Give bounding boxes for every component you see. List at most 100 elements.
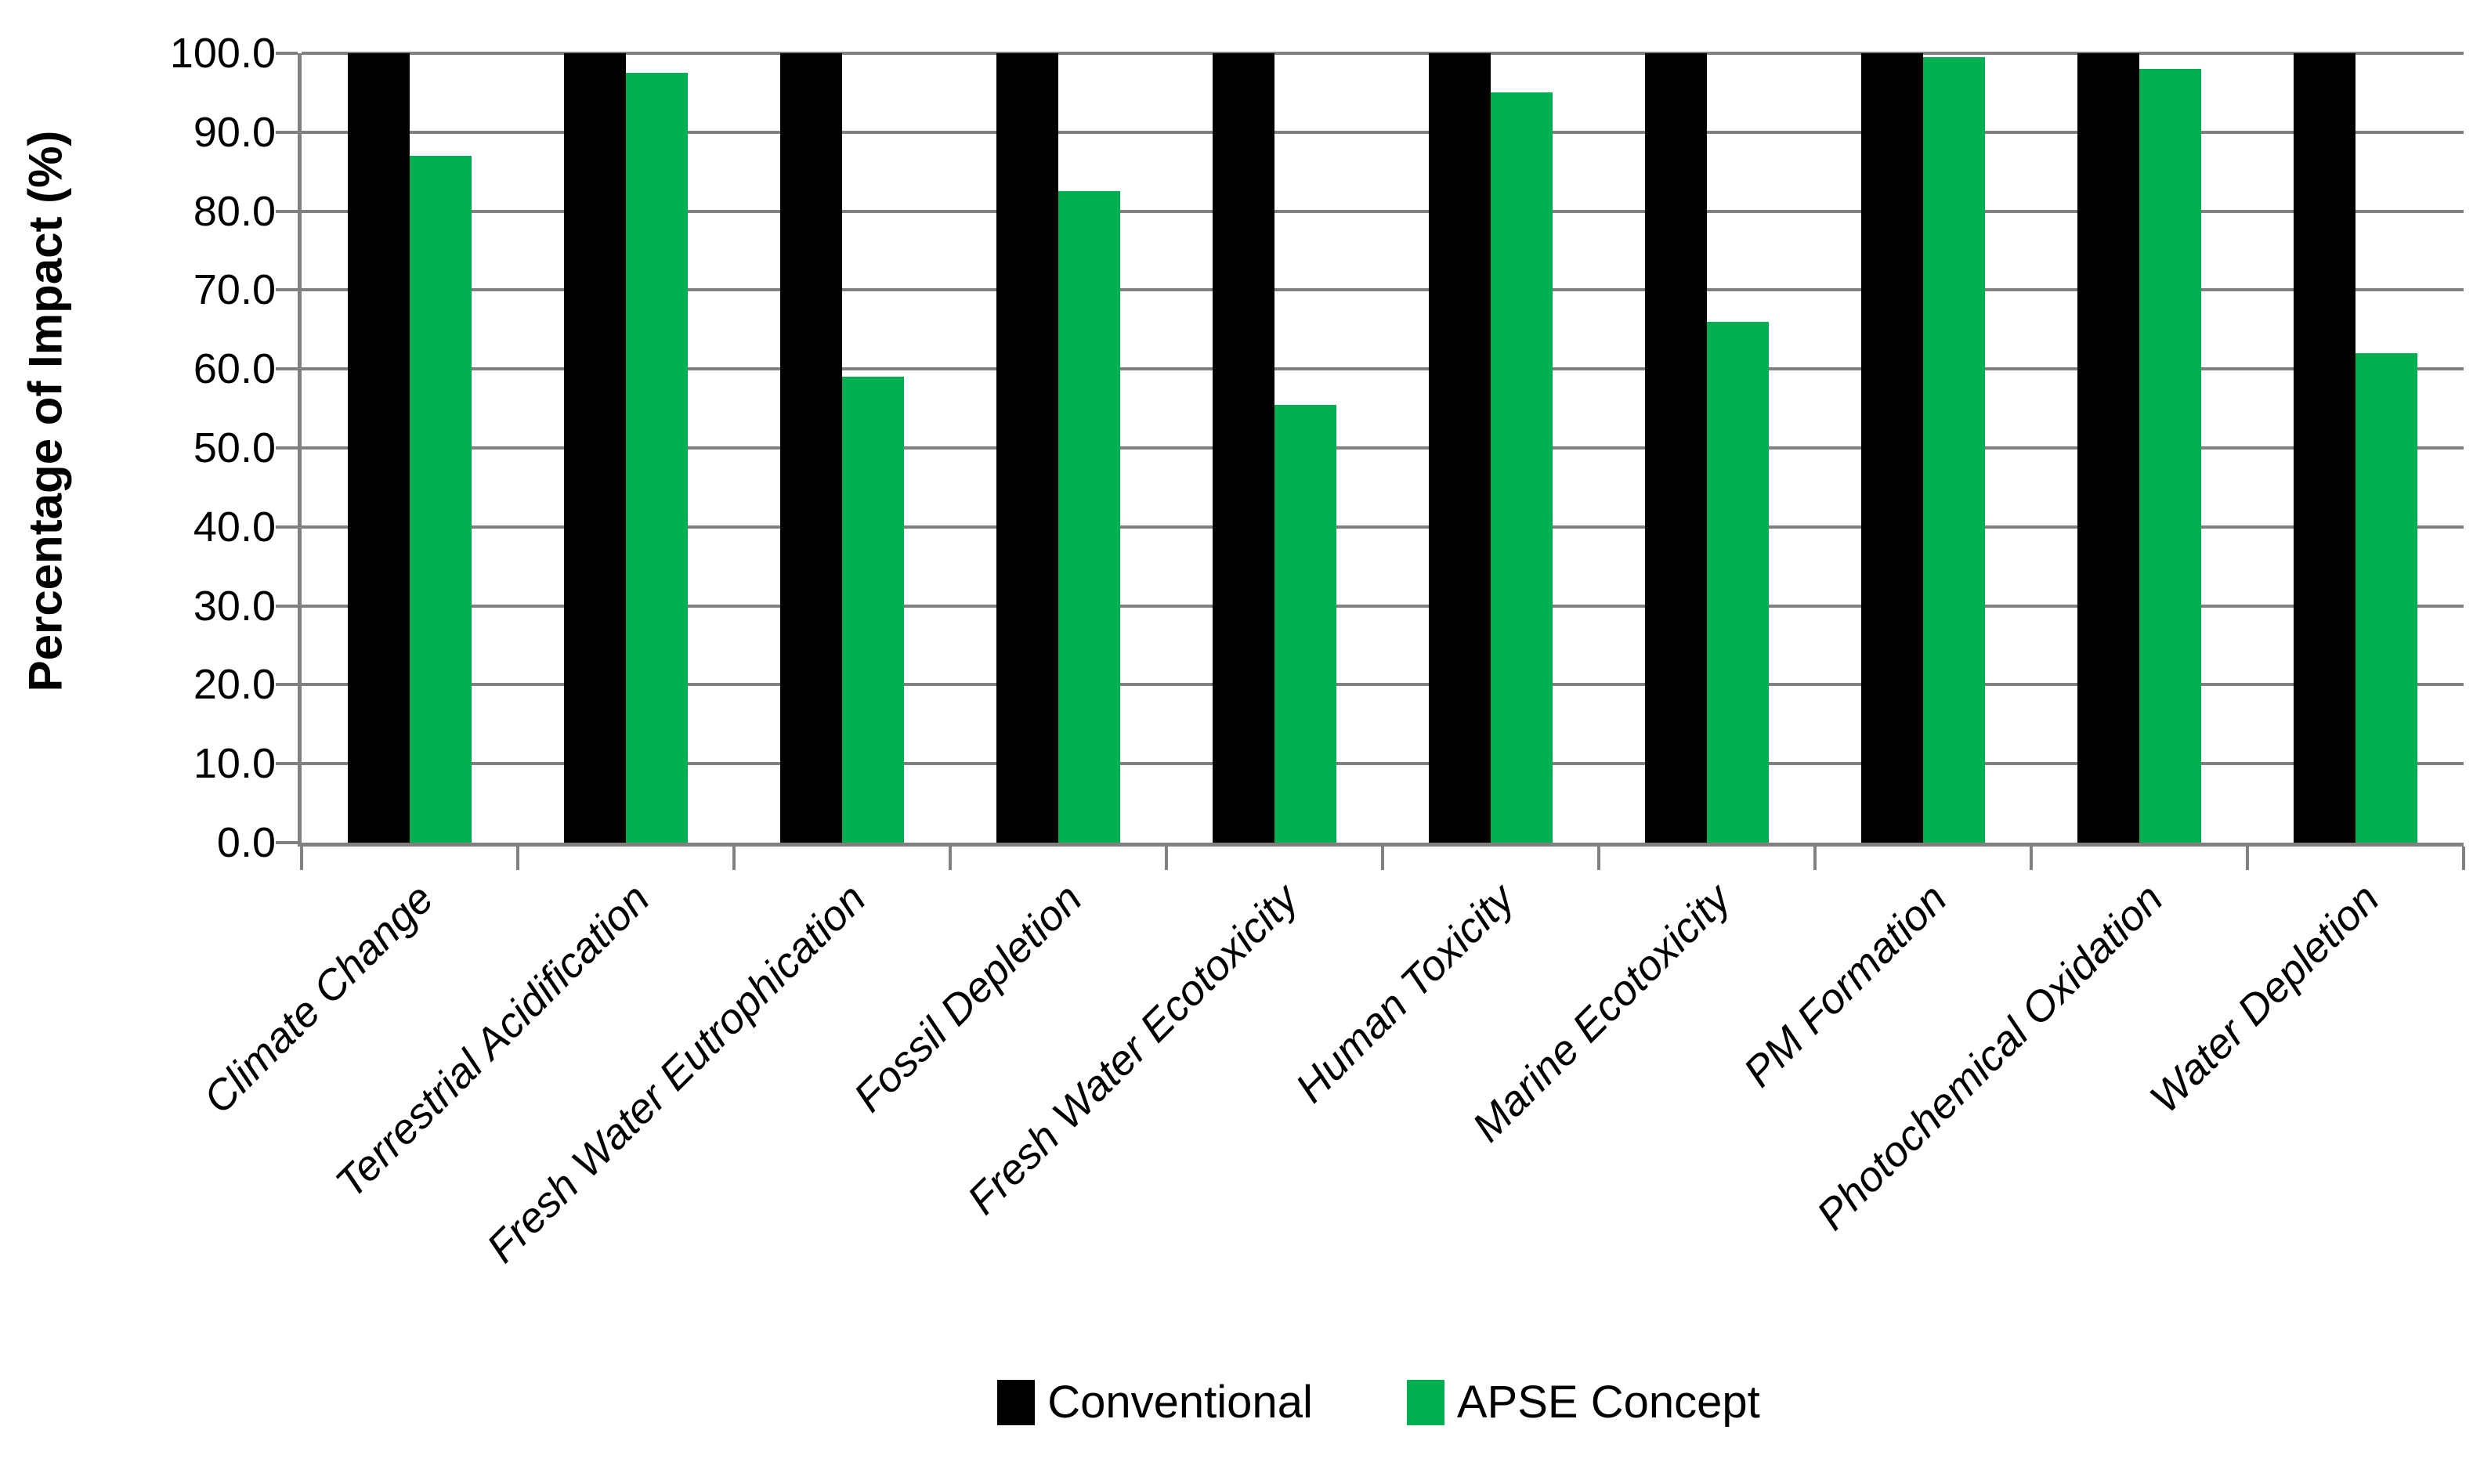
bar-pair (780, 53, 904, 843)
bar-pair (564, 53, 688, 843)
legend-item-conventional: Conventional (997, 1380, 1313, 1425)
x-tick-mark (1381, 847, 1384, 870)
y-tick-mark (276, 683, 298, 687)
bar-group-pm-formation (1815, 53, 2031, 843)
x-category-label-climate-change: Climate Change (194, 875, 443, 1123)
legend-item-apse-concept: APSE Concept (1406, 1377, 1760, 1428)
bar-pair (2077, 53, 2201, 843)
y-tick-mark (276, 130, 298, 134)
y-gridline (302, 367, 2464, 371)
bar-conventional-climate-change (348, 53, 410, 843)
bar-apse-concept-marine-ecotoxicity (1707, 321, 1769, 843)
legend-swatch-apse-concept (1406, 1380, 1444, 1425)
y-axis-tick-labels: 100.0 90.0 80.0 70.0 60.0 50.0 40.0 30.0 20.0 10.… (0, 32, 276, 864)
y-tick-label: 60.0 (193, 345, 276, 393)
bar-group-human-toxicity (1383, 53, 1599, 843)
bar-pair (1213, 53, 1336, 843)
bar-apse-concept-fresh-water-eutrophication (842, 377, 904, 843)
x-category-label-human-toxicity: Human Toxicity (1286, 875, 1524, 1112)
bar-pair (348, 53, 472, 843)
x-axis-category-labels: Climate Change Terrestrial Acidification F… (194, 875, 2464, 1298)
bar-conventional-pm-formation (1861, 53, 1923, 843)
y-gridline (302, 683, 2464, 687)
y-tick-label: 80.0 (193, 187, 276, 235)
x-tick-mark (1813, 847, 1817, 870)
bar-conventional-marine-ecotoxicity (1645, 53, 1707, 843)
x-tick-mark (2030, 847, 2033, 870)
y-gridline (302, 288, 2464, 292)
bar-conventional-fresh-water-eutrophication (780, 53, 842, 843)
x-tick-mark (2462, 847, 2465, 870)
x-category-label-pm-formation: PM Formation (1734, 875, 1956, 1096)
bar-groups (302, 53, 2464, 843)
x-tick-mark (516, 847, 519, 870)
x-tick-mark (300, 847, 303, 870)
x-tick-mark (732, 847, 736, 870)
y-tick-mark (276, 841, 298, 844)
legend-swatch-conventional (997, 1380, 1036, 1425)
x-tick-mark (1165, 847, 1168, 870)
y-tick-label: 40.0 (193, 503, 276, 551)
bar-apse-concept-fresh-water-ecotoxicity (1274, 404, 1336, 843)
bar-apse-concept-pm-formation (1923, 57, 1985, 843)
y-gridline (302, 130, 2464, 134)
y-tick-label: 100.0 (169, 30, 276, 77)
legend-label-apse-concept: APSE Concept (1456, 1377, 1760, 1428)
bar-pair (1645, 53, 1769, 843)
bar-apse-concept-water-depletion (2355, 353, 2417, 843)
bar-group-terrestrial-acidification (518, 53, 734, 843)
y-tick-mark (276, 367, 298, 371)
bar-group-photochemical-oxidation (2031, 53, 2247, 843)
y-tick-label: 30.0 (193, 582, 276, 630)
y-tick-mark (276, 446, 298, 450)
bar-pair (1429, 53, 1553, 843)
bar-group-marine-ecotoxicity (1599, 53, 1815, 843)
y-tick-label: 90.0 (193, 108, 276, 156)
legend: Conventional APSE Concept (298, 1380, 2460, 1425)
bar-pair (996, 53, 1120, 843)
bar-conventional-fossil-depletion (996, 53, 1058, 843)
y-gridline (302, 52, 2464, 55)
y-tick-label: 10.0 (193, 740, 276, 788)
bar-apse-concept-photochemical-oxidation (2139, 69, 2201, 843)
y-gridline (302, 604, 2464, 608)
y-tick-mark (276, 525, 298, 529)
bar-group-climate-change (302, 53, 518, 843)
x-category-label-fresh-water-eutrophication: Fresh Water Eutrophication (478, 875, 875, 1272)
bar-group-fossil-depletion (950, 53, 1166, 843)
y-tick-label: 50.0 (193, 424, 276, 471)
x-category-label-water-depletion: Water Depletion (2141, 875, 2388, 1122)
y-tick-label: 70.0 (193, 266, 276, 314)
y-tick-label: 0.0 (216, 819, 276, 866)
x-tick-mark (2246, 847, 2249, 870)
bar-apse-concept-climate-change (410, 156, 472, 843)
bar-group-fresh-water-eutrophication (734, 53, 950, 843)
y-tick-mark (276, 52, 298, 55)
bar-conventional-terrestrial-acidification (564, 53, 626, 843)
y-gridline (302, 209, 2464, 213)
bar-conventional-water-depletion (2294, 53, 2355, 843)
y-tick-mark (276, 762, 298, 766)
plot-area: Climate Change Terrestrial Acidification F… (194, 52, 2465, 1272)
bar-group-water-depletion (2247, 53, 2464, 843)
y-tick-label: 20.0 (193, 661, 276, 709)
bar-apse-concept-fossil-depletion (1058, 191, 1120, 843)
y-gridline (302, 762, 2464, 766)
x-category-label-fossil-depletion: Fossil Depletion (844, 875, 1091, 1121)
bar-conventional-fresh-water-ecotoxicity (1213, 53, 1274, 843)
bar-pair (2294, 53, 2417, 843)
bar-apse-concept-human-toxicity (1491, 92, 1553, 843)
x-category-label-photochemical-oxidation: Photochemical Oxidation (1807, 875, 2172, 1240)
y-tick-mark (276, 288, 298, 292)
bar-group-fresh-water-ecotoxicity (1166, 53, 1383, 843)
bar-conventional-photochemical-oxidation (2077, 53, 2139, 843)
y-gridline (302, 446, 2464, 450)
y-gridline (302, 525, 2464, 529)
y-tick-mark (276, 209, 298, 213)
bar-conventional-human-toxicity (1429, 53, 1491, 843)
bar-apse-concept-terrestrial-acidification (626, 73, 688, 843)
legend-label-conventional: Conventional (1047, 1377, 1313, 1428)
x-tick-mark (949, 847, 952, 870)
bar-pair (1861, 53, 1985, 843)
